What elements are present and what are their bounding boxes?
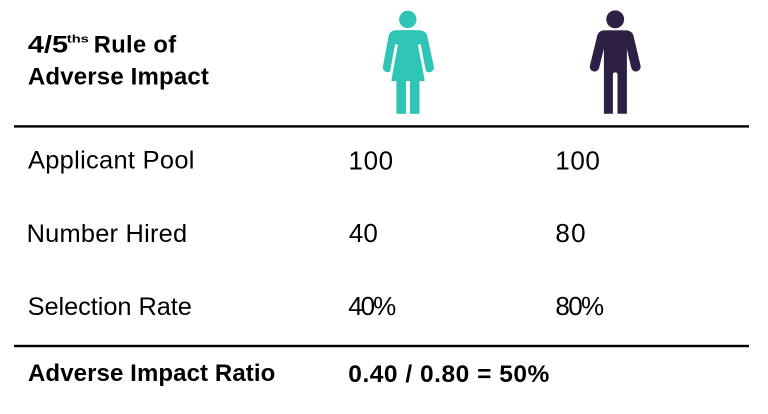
svg-text:Number Hired: Number Hired — [27, 220, 188, 248]
svg-text:0.40 / 0.80 = 50%: 0.40 / 0.80 = 50% — [348, 361, 549, 388]
svg-text:80%: 80% — [555, 291, 604, 321]
svg-text:Rule of: Rule of — [94, 33, 176, 59]
svg-text:80: 80 — [555, 218, 585, 248]
svg-text:ths: ths — [67, 32, 89, 45]
svg-text:100: 100 — [555, 146, 600, 176]
svg-text:40%: 40% — [348, 291, 396, 321]
svg-text:Selection Rate: Selection Rate — [28, 293, 192, 321]
svg-text:Adverse Impact Ratio: Adverse Impact Ratio — [28, 360, 275, 387]
svg-text:40: 40 — [349, 218, 378, 248]
svg-text:Applicant Pool: Applicant Pool — [28, 147, 194, 175]
svg-text:Adverse Impact: Adverse Impact — [28, 63, 209, 90]
svg-text:4/5: 4/5 — [28, 31, 68, 58]
svg-text:100: 100 — [349, 146, 394, 176]
